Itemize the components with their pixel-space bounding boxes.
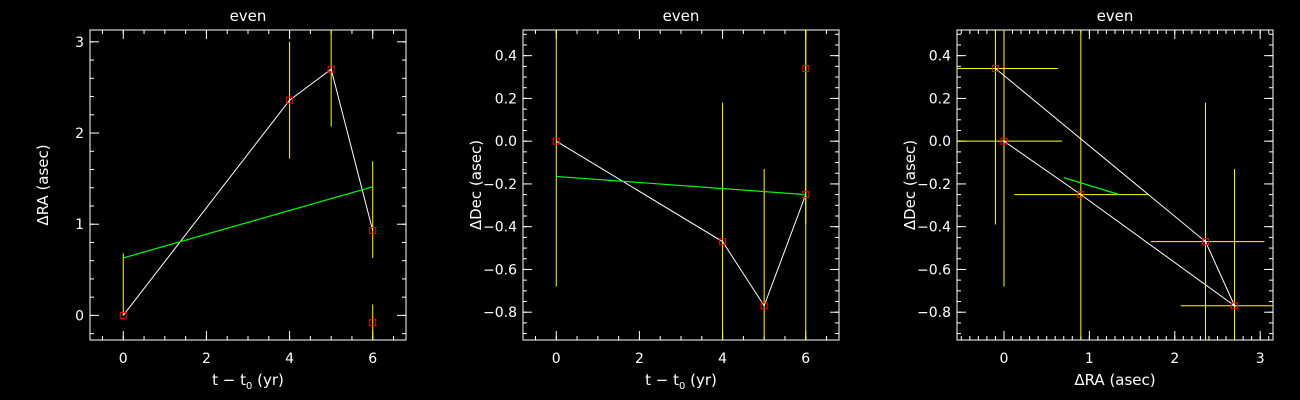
chart-panel-2: 0 2 4 6 0.4 0.2 0.0 −0.2 −0.4 −0.6 −0.8 even t − t0 … <box>467 7 840 392</box>
y-tick-label: 2 <box>75 126 84 142</box>
data-point <box>1000 137 1008 145</box>
y-tick-label: 0.0 <box>495 134 517 150</box>
chart-title: even <box>663 7 700 25</box>
chart-title: even <box>230 7 267 25</box>
y-tick-label: −0.2 <box>483 177 517 193</box>
data-line <box>556 140 807 307</box>
x-tick-label: 2 <box>202 351 211 367</box>
data-point <box>369 319 377 327</box>
y-tick-label: 0.4 <box>495 49 517 65</box>
data-point <box>1202 238 1210 246</box>
y-tick-label: −0.8 <box>917 305 951 321</box>
fit-line <box>556 175 806 196</box>
y-tick-label: 0.2 <box>929 91 951 107</box>
x-tick-label: 4 <box>718 351 727 367</box>
y-tick-label: −0.4 <box>483 220 517 236</box>
x-tick-label: 4 <box>285 351 294 367</box>
chart-panel-3: 0 1 2 3 0.4 0.2 0.0 −0.2 −0.4 −0.6 −0.8 even ΔRA (as… <box>901 7 1274 389</box>
x-axis-label: t − t0 (yr) <box>212 371 284 392</box>
x-tick-label: 1 <box>1085 351 1094 367</box>
y-tick-label: 0.4 <box>929 49 951 65</box>
y-axis-label: ΔRA (asec) <box>34 144 52 225</box>
y-tick-label: 0.2 <box>495 91 517 107</box>
fit-line <box>123 186 373 259</box>
y-tick-label: 0.0 <box>929 134 951 150</box>
data-point <box>991 64 999 72</box>
y-tick-label: 1 <box>75 217 84 233</box>
x-tick-label: 0 <box>119 351 128 367</box>
y-tick-label: 0 <box>75 308 84 324</box>
x-tick-label: 0 <box>552 351 561 367</box>
fit-line <box>1063 176 1120 196</box>
x-tick-label: 3 <box>1256 351 1265 367</box>
x-axis-label: ΔRA (asec) <box>1074 371 1155 389</box>
data-point <box>119 311 127 319</box>
data-point <box>552 137 560 145</box>
y-axis-label: ΔDec (asec) <box>467 140 485 230</box>
data-point <box>719 238 727 246</box>
y-tick-label: −0.6 <box>483 262 517 278</box>
chart-title: even <box>1097 7 1134 25</box>
x-axis-label: t − t0 (yr) <box>645 371 717 392</box>
chart-panel-1: 0 2 4 6 0 1 2 3 even t − t0 (yr) ΔRA (asec) <box>34 7 407 392</box>
data-point <box>1231 302 1239 310</box>
y-tick-label: −0.6 <box>917 262 951 278</box>
y-axis-label: ΔDec (asec) <box>901 140 919 230</box>
data-point <box>802 64 810 72</box>
y-tick-label: −0.8 <box>483 305 517 321</box>
data-point <box>327 65 335 73</box>
data-point <box>1077 191 1085 199</box>
x-tick-label: 0 <box>1000 351 1009 367</box>
x-tick-label: 6 <box>368 351 377 367</box>
y-tick-label: −0.2 <box>917 177 951 193</box>
data-line <box>995 68 1236 308</box>
y-tick-label: −0.4 <box>917 220 951 236</box>
y-tick-label: 3 <box>75 35 84 51</box>
data-point <box>760 302 768 310</box>
data-point <box>802 191 810 199</box>
x-tick-label: 2 <box>635 351 644 367</box>
x-tick-label: 2 <box>1170 351 1179 367</box>
data-line <box>122 68 374 316</box>
x-tick-label: 6 <box>801 351 810 367</box>
data-point <box>286 96 294 104</box>
data-point <box>369 227 377 235</box>
